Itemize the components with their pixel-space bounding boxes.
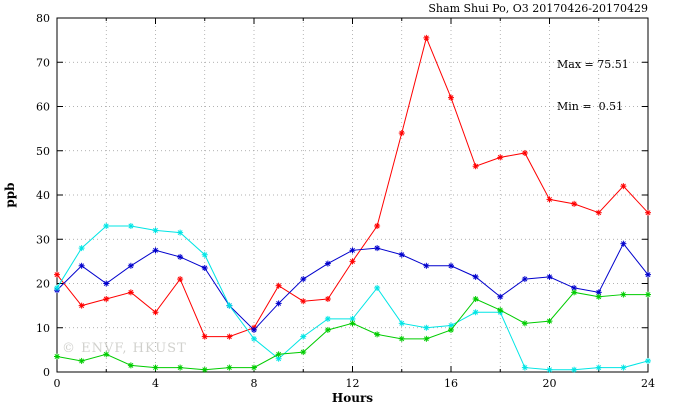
y-axis-label: ppb (3, 182, 17, 207)
maxmin-annotation: Max = 75.51 Min = 0.51 (557, 30, 629, 142)
y-tick-label: 70 (36, 56, 50, 69)
y-tick-label: 20 (36, 278, 50, 291)
y-tick-label: 30 (36, 233, 50, 246)
y-tick-label: 80 (36, 12, 50, 25)
x-tick-label: 8 (251, 377, 258, 390)
min-value-label: Min = 0.51 (557, 100, 624, 113)
watermark: © ENVF, HKUST (62, 341, 187, 356)
x-tick-label: 12 (346, 377, 360, 390)
max-value-label: Max = 75.51 (557, 58, 629, 71)
y-tick-label: 50 (36, 145, 50, 158)
y-tick-label: 0 (43, 366, 50, 379)
x-tick-label: 16 (444, 377, 458, 390)
x-tick-label: 4 (152, 377, 159, 390)
x-tick-label: 20 (543, 377, 557, 390)
chart-title: Sham Shui Po, O3 20170426-20170429 (428, 2, 648, 15)
x-axis-label: Hours (332, 391, 373, 405)
x-tick-label: 24 (641, 377, 655, 390)
y-tick-label: 10 (36, 322, 50, 335)
x-tick-label: 0 (54, 377, 61, 390)
y-tick-label: 40 (36, 189, 50, 202)
y-tick-label: 60 (36, 101, 50, 114)
